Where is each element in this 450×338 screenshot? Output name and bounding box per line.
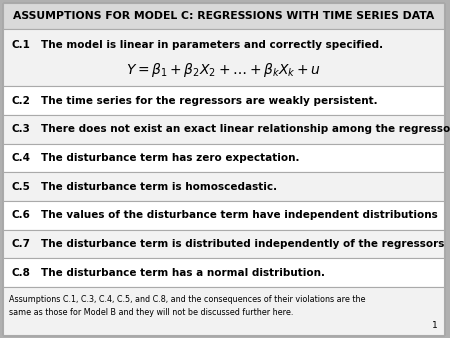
Text: The disturbance term is distributed independently of the regressors: The disturbance term is distributed inde… bbox=[41, 239, 445, 249]
Text: C.7: C.7 bbox=[11, 239, 30, 249]
Bar bbox=[3, 29, 444, 86]
Text: Assumptions C.1, C.3, C.4, C.5, and C.8, and the consequences of their violation: Assumptions C.1, C.3, C.4, C.5, and C.8,… bbox=[9, 295, 365, 317]
Text: $Y = \beta_1 + \beta_2 X_2 + \ldots + \beta_k X_k + u$: $Y = \beta_1 + \beta_2 X_2 + \ldots + \b… bbox=[126, 61, 321, 79]
Text: C.6: C.6 bbox=[11, 210, 30, 220]
Bar bbox=[3, 287, 444, 335]
Text: The disturbance term is homoscedastic.: The disturbance term is homoscedastic. bbox=[41, 182, 277, 192]
Text: C.4: C.4 bbox=[11, 153, 30, 163]
Bar bbox=[3, 86, 444, 115]
Bar bbox=[3, 258, 444, 287]
Bar bbox=[3, 115, 444, 144]
Bar bbox=[3, 3, 444, 29]
Text: ASSUMPTIONS FOR MODEL C: REGRESSIONS WITH TIME SERIES DATA: ASSUMPTIONS FOR MODEL C: REGRESSIONS WIT… bbox=[13, 11, 434, 21]
Text: C.3: C.3 bbox=[11, 124, 30, 134]
Bar bbox=[3, 201, 444, 230]
Text: The values of the disturbance term have independent distributions: The values of the disturbance term have … bbox=[41, 210, 438, 220]
Text: The time series for the regressors are weakly persistent.: The time series for the regressors are w… bbox=[41, 96, 378, 106]
Text: There does not exist an exact linear relationship among the regressors.: There does not exist an exact linear rel… bbox=[41, 124, 450, 134]
Text: 1: 1 bbox=[432, 321, 438, 330]
Text: C.8: C.8 bbox=[11, 268, 30, 277]
Text: C.2: C.2 bbox=[11, 96, 30, 106]
Text: The disturbance term has zero expectation.: The disturbance term has zero expectatio… bbox=[41, 153, 300, 163]
Bar bbox=[3, 172, 444, 201]
Bar bbox=[3, 144, 444, 172]
Text: C.5: C.5 bbox=[11, 182, 30, 192]
Text: The model is linear in parameters and correctly specified.: The model is linear in parameters and co… bbox=[41, 40, 383, 50]
Bar bbox=[3, 230, 444, 258]
Text: The disturbance term has a normal distribution.: The disturbance term has a normal distri… bbox=[41, 268, 325, 277]
Text: C.1: C.1 bbox=[11, 40, 30, 50]
